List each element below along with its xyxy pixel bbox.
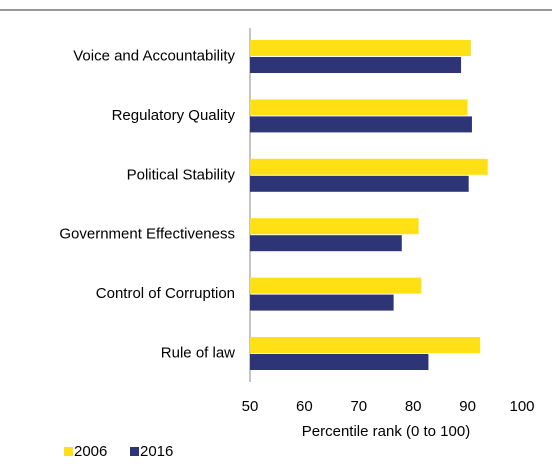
legend-swatch (130, 447, 139, 456)
bar (250, 40, 471, 56)
x-tick-label: 100 (509, 398, 534, 415)
category-label: Voice and Accountability (73, 47, 235, 64)
legend-swatch (64, 447, 73, 456)
category-label: Control of Corruption (96, 285, 235, 302)
bar (250, 158, 488, 175)
category-label: Government Effectiveness (59, 226, 235, 243)
legend-label: 2016 (140, 443, 173, 459)
bar (250, 354, 429, 370)
x-axis-title: Percentile rank (0 to 100) (302, 423, 470, 440)
x-tick-label: 70 (350, 398, 367, 415)
bar (250, 175, 469, 192)
bar (250, 294, 394, 311)
bar (250, 235, 402, 252)
category-label: Rule of law (161, 344, 235, 361)
bar (250, 116, 472, 133)
legend-label: 2006 (74, 443, 107, 459)
category-label: Political Stability (127, 166, 236, 183)
x-tick-label: 80 (405, 398, 422, 415)
bar (250, 99, 468, 116)
x-tick-label: 50 (242, 398, 259, 415)
bar (250, 337, 481, 353)
category-label: Regulatory Quality (112, 107, 236, 124)
bar (250, 277, 422, 294)
x-tick-label: 90 (459, 398, 476, 415)
bar (250, 57, 462, 73)
x-tick-label: 60 (296, 398, 313, 415)
bar (250, 218, 419, 235)
